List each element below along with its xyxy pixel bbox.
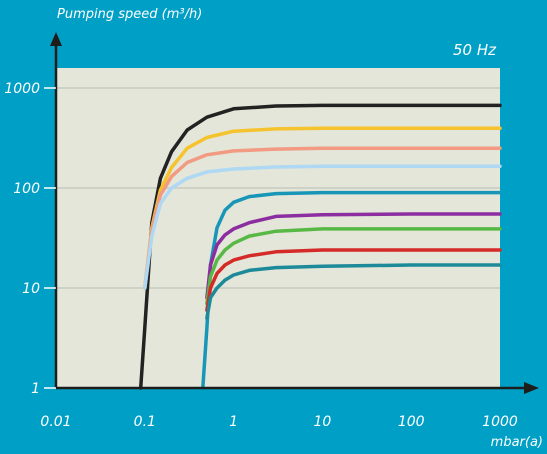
x-tick-labels: 0.01 0.1 1 10 100 1000 — [40, 414, 517, 430]
y-tick-label: 10 — [22, 281, 40, 297]
x-axis-arrow-icon — [524, 382, 539, 394]
series-line-4 — [143, 164, 502, 290]
x-tick-label: 0.1 — [134, 414, 156, 430]
x-axis-label: mbar(a) — [491, 435, 543, 450]
y-tick-labels: 1 10 100 1000 — [4, 81, 56, 397]
grid-lines — [56, 87, 500, 289]
y-tick-label: 1000 — [4, 81, 40, 97]
x-tick-label: 1000 — [482, 414, 518, 430]
series-line-9 — [205, 263, 502, 320]
series-line-7 — [205, 227, 502, 306]
x-tick-label: 100 — [398, 414, 425, 430]
y-tick-label: 100 — [13, 181, 40, 197]
y-axis-arrow-icon — [50, 32, 62, 46]
frequency-annotation: 50 Hz — [453, 41, 497, 59]
series-line-8 — [205, 248, 502, 312]
y-axis-label: Pumping speed (m³/h) — [57, 7, 202, 22]
x-tick-label: 0.01 — [40, 414, 71, 430]
series-line-3 — [143, 146, 502, 290]
y-tick-label: 1 — [31, 381, 40, 397]
series-lines — [138, 103, 502, 390]
axes — [50, 32, 539, 394]
x-tick-label: 10 — [313, 414, 331, 430]
x-tick-label: 1 — [229, 414, 238, 430]
series-line-6 — [205, 212, 502, 300]
